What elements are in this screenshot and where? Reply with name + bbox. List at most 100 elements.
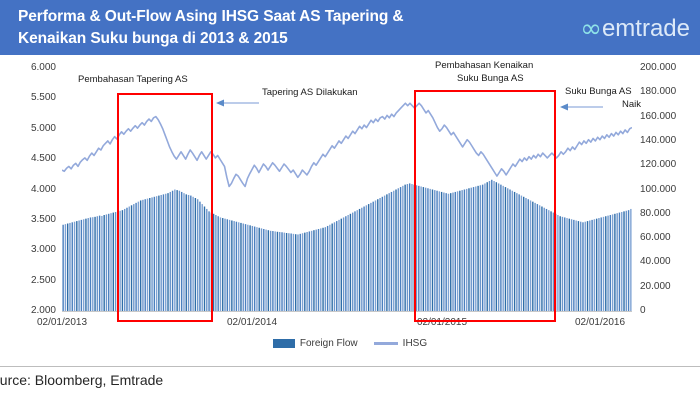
bar xyxy=(304,232,306,311)
ihsg-line xyxy=(61,102,633,188)
bar xyxy=(609,215,612,311)
bar xyxy=(274,231,276,311)
bar xyxy=(306,232,308,311)
bar xyxy=(579,221,582,311)
bar xyxy=(354,211,356,311)
bar xyxy=(269,230,272,311)
bar xyxy=(611,214,614,311)
y-right-tick: 160.000 xyxy=(640,110,677,122)
bar xyxy=(383,195,386,311)
bar xyxy=(315,229,317,311)
bar xyxy=(62,224,64,312)
bar xyxy=(361,207,363,311)
bar xyxy=(203,206,206,311)
bar xyxy=(527,199,529,311)
y-left-tick: 4.000 xyxy=(30,183,56,195)
bar xyxy=(575,220,577,311)
bar xyxy=(123,208,126,311)
bar xyxy=(358,208,361,311)
bar xyxy=(313,230,315,311)
bar xyxy=(158,195,160,311)
bar xyxy=(110,213,112,311)
bar xyxy=(347,215,349,311)
legend-line-swatch xyxy=(373,342,398,345)
bar xyxy=(616,213,618,311)
bar xyxy=(212,213,215,311)
bar xyxy=(199,201,201,311)
emtrade-logo: ∞ emtrade xyxy=(580,14,690,44)
bar xyxy=(522,196,525,311)
source-caption: ource: Bloomberg, Emtrade xyxy=(0,372,164,388)
bar xyxy=(538,205,541,311)
bar xyxy=(183,193,185,311)
bar xyxy=(363,206,365,311)
bar xyxy=(217,216,219,311)
bar xyxy=(461,190,463,311)
bar xyxy=(82,219,85,311)
logo-wordmark: emtrade xyxy=(601,15,690,42)
bar xyxy=(112,212,114,311)
bar xyxy=(577,221,580,311)
bar xyxy=(153,196,156,311)
bar xyxy=(532,201,534,311)
arrow-rate-hike xyxy=(560,103,603,111)
bar xyxy=(151,197,153,311)
bar xyxy=(228,219,231,312)
bar xyxy=(345,216,347,311)
legend-label: Foreign Flow xyxy=(299,338,358,349)
bar xyxy=(500,184,502,311)
bar xyxy=(614,213,616,311)
bar xyxy=(308,231,311,311)
bar xyxy=(557,215,559,311)
bar xyxy=(602,216,605,311)
bar xyxy=(621,211,623,311)
bar xyxy=(80,219,83,312)
bar xyxy=(292,233,295,311)
y-left-tick: 3.000 xyxy=(30,244,56,256)
y-left-tick: 4.500 xyxy=(30,153,56,165)
legend-label: IHSG xyxy=(402,338,428,349)
bar xyxy=(180,191,183,311)
bar xyxy=(336,221,338,311)
bar xyxy=(290,233,292,311)
bar xyxy=(94,216,96,311)
bar xyxy=(66,223,69,311)
bar xyxy=(408,183,411,311)
bar xyxy=(541,206,543,311)
bar xyxy=(206,208,208,311)
bar xyxy=(126,207,128,311)
bar xyxy=(224,218,226,311)
bar xyxy=(128,206,130,311)
bar xyxy=(627,210,630,311)
box-rate-hike-2015 xyxy=(414,90,556,322)
bar xyxy=(78,220,80,311)
bar xyxy=(456,191,459,311)
bar xyxy=(472,187,475,311)
bar xyxy=(108,213,110,311)
bar xyxy=(573,219,575,312)
bar xyxy=(552,212,555,311)
ann-tapering-done: Tapering AS Dilakukan xyxy=(262,87,358,98)
y-right-tick: 40.000 xyxy=(640,256,671,268)
bar xyxy=(477,185,479,311)
bar xyxy=(265,229,267,311)
bar xyxy=(598,218,600,311)
bar xyxy=(201,204,203,311)
bar xyxy=(242,223,244,311)
bar xyxy=(64,224,67,311)
bar xyxy=(333,222,336,311)
legend-item[interactable]: IHSG xyxy=(373,338,428,349)
bar xyxy=(511,190,513,311)
bar xyxy=(253,226,256,311)
bar xyxy=(121,210,124,311)
bar xyxy=(402,185,404,311)
bar xyxy=(516,193,518,311)
bar xyxy=(495,182,498,311)
y-right-tick: 200.000 xyxy=(640,62,677,73)
bar xyxy=(144,199,146,311)
bar xyxy=(623,211,625,311)
bar xyxy=(139,200,142,311)
y-left-tick: 2.000 xyxy=(30,305,56,316)
x-axis-tick: 02/01/2013 xyxy=(36,317,88,328)
legend-item[interactable]: Foreign Flow xyxy=(272,338,358,349)
